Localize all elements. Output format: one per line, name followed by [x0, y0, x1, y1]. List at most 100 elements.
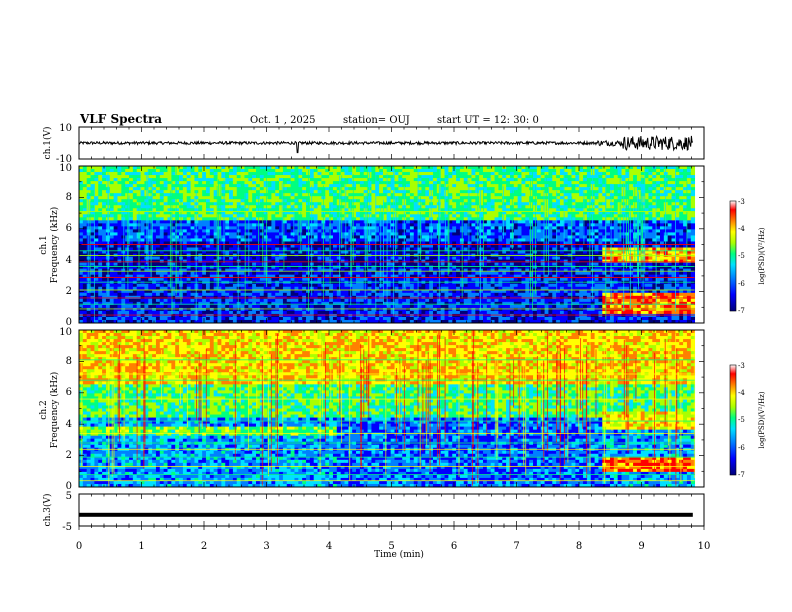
spec1-cell: [479, 190, 484, 194]
spec1-cell: [579, 235, 584, 239]
spec1-cell: [598, 244, 603, 248]
spec1-cell: [217, 217, 222, 221]
spec1-cell: [567, 223, 572, 227]
spec1-cell: [148, 232, 153, 236]
spec1-cell: [82, 190, 88, 194]
spec1-cell: [202, 172, 207, 176]
spec1-cell: [571, 226, 576, 230]
spec1-cell: [579, 190, 584, 194]
spec1-cell: [506, 181, 511, 185]
spec1-cell: [375, 208, 380, 212]
spec1-cell: [163, 181, 168, 185]
spec1-cell: [179, 190, 184, 194]
spec1-cell: [579, 250, 584, 254]
spec1-cell: [282, 214, 288, 218]
spec1-cell: [586, 175, 592, 179]
spec1-cell: [186, 172, 191, 176]
spec1-cell: [502, 205, 507, 209]
spec1-cell: [340, 250, 345, 254]
spec1-cell: [252, 226, 257, 230]
spec1-cell: [132, 205, 138, 209]
spec1-cell: [190, 166, 195, 170]
spec1-cell: [471, 217, 476, 221]
spec1-cell: [683, 205, 688, 209]
spec1-cell: [171, 241, 176, 245]
spec1-cell: [640, 178, 646, 182]
spec1-cell: [109, 184, 115, 188]
spec1-cell: [382, 172, 388, 176]
spec1-cell: [244, 247, 249, 251]
spec1-cell: [513, 205, 519, 209]
spec1-cell: [175, 247, 180, 251]
spec1-cell: [636, 190, 642, 194]
spec1-cell: [579, 175, 584, 179]
spec1-cell: [375, 181, 380, 185]
spec1-cell: [359, 187, 365, 191]
spec1-cell: [456, 211, 461, 215]
spec1-cell: [617, 244, 622, 248]
spec1-cell: [679, 199, 684, 203]
spec1-cell: [417, 196, 422, 200]
spec1-cell: [182, 190, 188, 194]
spec1-cell: [209, 190, 215, 194]
spec1-cell: [409, 226, 415, 230]
spec1-cell: [571, 235, 576, 239]
spec1-cell: [648, 247, 653, 251]
spec1-cell: [486, 241, 492, 245]
spec1-cell: [309, 178, 315, 182]
spec1-cell: [540, 244, 545, 248]
spec1-cell: [336, 178, 342, 182]
spec1-cell: [132, 250, 138, 254]
spec1-cell: [152, 190, 157, 194]
spec1-cell: [371, 211, 376, 215]
spec1-cell: [444, 232, 449, 236]
spec1-cell: [367, 256, 372, 260]
spec1-cell: [213, 238, 218, 242]
spec1-cell: [402, 175, 407, 179]
spec1-cell: [325, 205, 330, 209]
spec1-cell: [275, 214, 280, 218]
spec1-cell: [548, 199, 553, 203]
spec1-cell: [317, 235, 322, 239]
spec1-cell: [232, 247, 238, 251]
spec1-cell: [409, 247, 415, 251]
spec1-cell: [498, 193, 503, 197]
spec1-cell: [382, 238, 388, 242]
spec1-cell: [625, 181, 630, 185]
spec1-cell: [129, 184, 134, 188]
spec1-cell: [255, 205, 261, 209]
spec1-cell: [255, 196, 261, 200]
spec1-cell: [409, 250, 415, 254]
spec1-cell: [417, 211, 422, 215]
spec1-cell: [413, 178, 418, 182]
spec1-cell: [486, 181, 492, 185]
spec1-cell: [340, 247, 345, 251]
spec1-cell: [167, 178, 172, 182]
spec1-cell: [636, 208, 642, 212]
spec1-cell: [182, 202, 188, 206]
spec1-cell: [613, 181, 619, 185]
spec1-cell: [606, 241, 611, 245]
spec1-cell: [175, 187, 180, 191]
spec1-cell: [205, 205, 211, 209]
spec1-cell: [375, 250, 380, 254]
spec1-cell: [444, 238, 449, 242]
spec1-cell: [644, 256, 649, 260]
spec1-cell: [494, 202, 499, 206]
spec1-cell: [363, 187, 368, 191]
spec1-cell: [567, 256, 572, 260]
spec1-cell: [252, 223, 257, 227]
spec1-cell: [644, 190, 649, 194]
spec1-cell: [240, 235, 245, 239]
spec1-cell: [536, 247, 542, 251]
spec1-cell: [332, 247, 338, 251]
spec1-cell: [213, 178, 218, 182]
spec1-cell: [352, 214, 357, 218]
spec1-cell: [279, 244, 284, 248]
spec1-cell: [332, 232, 338, 236]
spec1-cell: [398, 229, 403, 233]
spec1-cell: [325, 238, 330, 242]
spec1-cell: [86, 238, 91, 242]
spec1-cell: [471, 184, 476, 188]
spec1-cell: [271, 256, 276, 260]
